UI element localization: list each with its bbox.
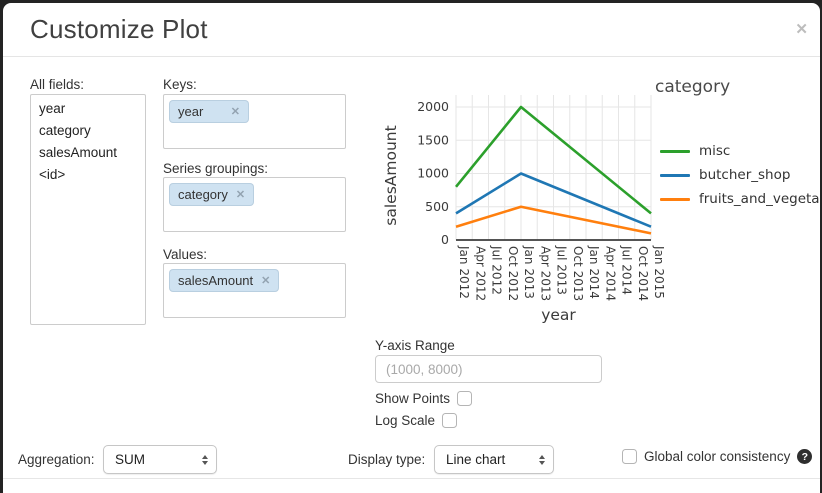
aggregation-select[interactable]: SUM <box>103 445 217 474</box>
chart-preview: 0 500 1000 1500 2000 Jan 2012 Apr 2012 Jul 2012… <box>378 75 820 337</box>
y-tick-label: 1500 <box>417 132 449 147</box>
aggregation-label: Aggregation: <box>18 452 95 467</box>
x-tick-label: Jul 2014 <box>620 245 634 295</box>
help-icon[interactable]: ? <box>797 449 813 464</box>
field-list-item[interactable]: category <box>39 123 91 138</box>
x-tick-label: Jan 2015 <box>652 245 666 299</box>
field-list-item[interactable]: year <box>39 101 66 116</box>
chart-legend: category misc butcher_shop fruits_and_vege… <box>655 77 820 207</box>
legend-items: misc butcher_shop fruits_and_vegetables <box>660 143 820 215</box>
y-tick-label: 2000 <box>417 99 449 114</box>
x-tick-label: Apr 2012 <box>473 246 487 301</box>
all-fields-listbox: year category salesAmount <id> <box>30 94 146 325</box>
close-icon[interactable]: ✕ <box>795 21 808 38</box>
customize-plot-dialog: Customize Plot ✕ All fields: year categor… <box>3 3 820 493</box>
dialog-title: Customize Plot <box>30 14 208 44</box>
series-groupings-label: Series groupings: <box>163 161 269 176</box>
x-tick-label: Jul 2012 <box>490 245 504 295</box>
x-tick-label: Apr 2014 <box>603 246 617 301</box>
series-groupings-well[interactable]: category ✕ <box>163 177 346 232</box>
select-stepper-icon <box>202 454 208 465</box>
pill-remove-icon[interactable]: ✕ <box>230 106 240 118</box>
legend-title: category <box>655 77 731 97</box>
values-label: Values: <box>163 247 208 262</box>
legend-swatch <box>660 173 690 177</box>
keys-label: Keys: <box>163 77 197 92</box>
x-tick-label: Apr 2013 <box>538 246 552 301</box>
keys-pill[interactable]: year ✕ <box>169 100 249 123</box>
y-axis-range-label: Y-axis Range <box>375 338 455 353</box>
footer-divider <box>3 478 820 479</box>
keys-well[interactable]: year ✕ <box>163 94 346 149</box>
y-tick-label: 500 <box>425 199 449 214</box>
select-stepper-icon <box>539 454 545 465</box>
log-scale-checkbox[interactable] <box>442 413 458 428</box>
display-type-label: Display type: <box>348 452 426 467</box>
field-list-item[interactable]: salesAmount <box>39 145 118 160</box>
x-tick-label: Jan 2013 <box>522 245 536 299</box>
pill-label: category <box>178 187 228 202</box>
legend-swatch <box>660 197 690 201</box>
x-tick-label: Jan 2014 <box>587 245 601 299</box>
log-scale-label: Log Scale <box>375 413 436 428</box>
legend-label: fruits_and_vegetables <box>699 191 820 207</box>
series-line-misc <box>454 105 652 215</box>
all-fields-label: All fields: <box>30 77 85 92</box>
field-list-item[interactable]: <id> <box>39 167 66 182</box>
x-tick-label: Jul 2013 <box>555 245 569 295</box>
legend-label: butcher_shop <box>699 167 791 183</box>
x-tick-label: Jan 2012 <box>457 245 471 299</box>
series-line-fruits_and_vegetables <box>455 205 652 235</box>
global-color-label: Global color consistency <box>644 449 791 464</box>
legend-item[interactable]: butcher_shop <box>660 167 820 183</box>
x-tick-label: Oct 2013 <box>571 246 585 301</box>
pill-label: salesAmount <box>178 273 254 288</box>
series-line-butcher_shop <box>455 172 652 228</box>
display-type-select[interactable]: Line chart <box>434 445 554 474</box>
aggregation-value: SUM <box>115 452 145 467</box>
legend-item[interactable]: fruits_and_vegetables <box>660 191 820 207</box>
values-well[interactable]: salesAmount ✕ <box>163 263 346 318</box>
legend-item[interactable]: misc <box>660 143 820 159</box>
values-pill[interactable]: salesAmount ✕ <box>169 269 280 292</box>
y-axis-range-input[interactable] <box>375 355 602 383</box>
show-points-checkbox[interactable] <box>457 391 473 406</box>
show-points-label: Show Points <box>375 391 451 406</box>
pill-label: year <box>178 104 204 119</box>
legend-label: misc <box>699 143 731 159</box>
legend-swatch <box>660 149 690 153</box>
series-pill[interactable]: category ✕ <box>169 183 255 206</box>
pill-remove-icon[interactable]: ✕ <box>235 189 246 201</box>
dialog-header: Customize Plot ✕ <box>3 3 820 57</box>
y-tick-label: 0 <box>441 232 449 247</box>
pill-remove-icon[interactable]: ✕ <box>261 275 271 287</box>
y-tick-label: 1000 <box>417 166 449 181</box>
y-axis-title: salesAmount <box>382 125 400 225</box>
x-tick-label: Oct 2014 <box>636 246 650 301</box>
x-axis-title: year <box>541 306 576 324</box>
x-tick-label: Oct 2012 <box>506 246 520 301</box>
global-color-checkbox[interactable] <box>622 449 637 464</box>
display-type-value: Line chart <box>446 452 506 467</box>
